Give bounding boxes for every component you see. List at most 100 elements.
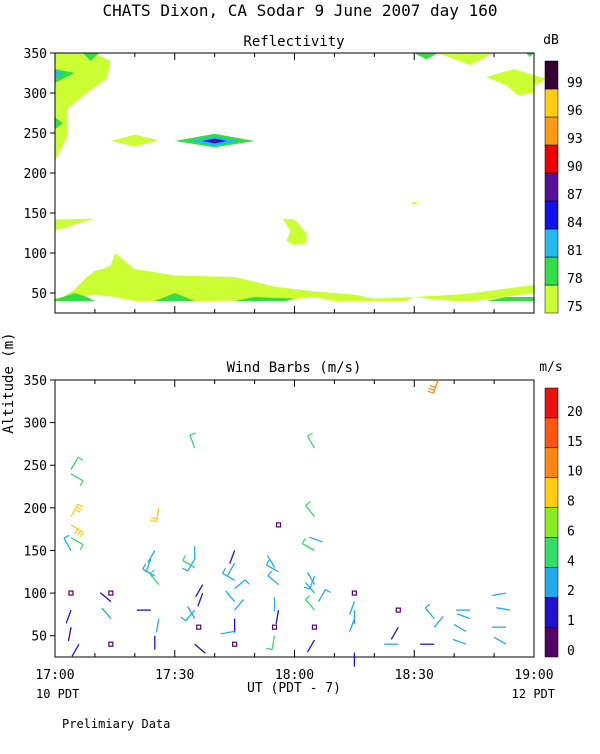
wind-barb xyxy=(70,457,79,470)
wind-barb xyxy=(309,575,316,590)
wind-barb xyxy=(306,435,316,449)
wind-barb-feather xyxy=(244,579,250,585)
wind-colorbar-swatch xyxy=(544,447,559,478)
wind-barb xyxy=(433,615,444,628)
reflectivity-region xyxy=(55,70,63,79)
wind-barb xyxy=(306,639,316,653)
wind-barb-feather xyxy=(63,534,70,539)
wind-barb xyxy=(432,379,439,394)
y-tick-label: 350 xyxy=(24,374,47,389)
wind-barb xyxy=(305,598,315,611)
wind-calm-mark xyxy=(68,590,74,596)
wind-colorbar-label: 20 xyxy=(567,405,583,420)
wind-colorbar-swatch xyxy=(544,417,559,449)
wind-barb xyxy=(197,592,204,607)
wind-barb-feather xyxy=(149,569,155,575)
wind-barb-feather xyxy=(428,387,435,391)
wind-barb-feather xyxy=(301,538,306,544)
wind-barb-feather xyxy=(267,570,273,576)
reflectivity-colorbar-label: 84 xyxy=(567,216,583,231)
reflectivity-region xyxy=(55,53,111,161)
reflectivity-region xyxy=(410,201,419,205)
wind-barb-feather xyxy=(76,530,82,536)
wind-barb xyxy=(493,636,507,645)
wind-barb-feather xyxy=(77,456,84,461)
wind-barb xyxy=(155,618,160,633)
y-tick-label: 50 xyxy=(31,287,47,302)
wind-barb-feather xyxy=(307,432,313,437)
y-tick-label: 50 xyxy=(31,630,47,645)
wind-colorbar-swatch xyxy=(544,387,559,419)
wind-barb xyxy=(67,627,72,642)
wind-barb-feather xyxy=(182,567,188,572)
wind-barb xyxy=(71,643,80,657)
wind-barb xyxy=(301,542,315,552)
wind-barb xyxy=(142,568,156,577)
x-axis-label: UT (PDT - 7) xyxy=(247,681,341,696)
y-tick-label: 250 xyxy=(24,459,47,474)
y-tick-label: 100 xyxy=(24,587,47,602)
wind-barb xyxy=(220,630,235,635)
wind-colorbar-label: 1 xyxy=(567,614,575,629)
reflectivity-region xyxy=(234,297,295,301)
wind-barb xyxy=(182,559,196,569)
wind-calm-mark xyxy=(311,624,318,630)
wind-calm-mark xyxy=(351,590,357,596)
y-tick-label: 300 xyxy=(24,417,47,432)
wind-barb xyxy=(266,555,276,568)
wind-barb xyxy=(306,572,316,585)
y-tick-label: 350 xyxy=(24,47,47,62)
wind-barb xyxy=(267,575,279,586)
wind-barb xyxy=(101,607,112,620)
wind-barb-feather xyxy=(180,616,187,622)
wind-barb xyxy=(70,503,79,517)
wind-barb xyxy=(266,564,279,573)
wind-barb-feather xyxy=(429,384,436,389)
wind-colorbar-label: 0 xyxy=(567,644,575,659)
wind-barb xyxy=(309,536,323,543)
wind-barb-feather xyxy=(150,517,158,520)
y-tick-label: 200 xyxy=(24,502,47,517)
wind-barb xyxy=(234,598,245,611)
reflectivity-region xyxy=(55,218,95,231)
wind-colorbar-swatch xyxy=(544,537,559,568)
wind-barb-feather xyxy=(150,520,157,523)
footer-left: 10 PDT xyxy=(36,687,79,701)
reflectivity-region xyxy=(414,53,439,60)
x-tick-label: 17:30 xyxy=(155,668,194,683)
reflectivity-colorbar-label: 99 xyxy=(567,76,583,91)
x-tick-label: 17:00 xyxy=(35,668,74,683)
wind-barb xyxy=(234,579,246,590)
wind-barb xyxy=(317,589,327,602)
reflectivity-region xyxy=(55,253,534,301)
wind-colorbar-label: 6 xyxy=(567,524,575,539)
wind-colorbar-label: 8 xyxy=(567,495,575,510)
wind-barb xyxy=(195,584,204,598)
wind-calm-mark xyxy=(108,590,114,596)
wind-barb-feather xyxy=(77,503,84,508)
wind-barb xyxy=(147,550,156,563)
wind-barb-feather xyxy=(142,563,147,570)
wind-barb-feather xyxy=(221,567,227,574)
wind-barb xyxy=(70,537,84,546)
reflectivity-colorbar-swatch xyxy=(544,200,559,230)
wind-colorbar-swatch xyxy=(544,477,559,508)
wind-colorbar-unit: m/s xyxy=(539,360,562,375)
wind-barb xyxy=(452,638,467,645)
wind-barb xyxy=(496,607,511,611)
wind-barb xyxy=(271,635,276,650)
wind-barb xyxy=(348,618,356,633)
reflectivity-colorbar-label: 78 xyxy=(567,272,583,287)
reflectivity-colorbar-swatch xyxy=(544,144,559,174)
footer-right: 12 PDT xyxy=(512,687,555,701)
wind-barb xyxy=(229,550,236,564)
wind-barb-feather xyxy=(79,531,84,538)
wind-barb xyxy=(225,590,236,603)
wind-calm-mark xyxy=(275,522,282,528)
wind-colorbar-label: 4 xyxy=(567,554,575,569)
wind-plot-frame xyxy=(54,379,535,658)
reflectivity-plot-frame xyxy=(54,52,535,314)
y-tick-label: 200 xyxy=(24,167,47,182)
wind-barb xyxy=(305,505,315,517)
